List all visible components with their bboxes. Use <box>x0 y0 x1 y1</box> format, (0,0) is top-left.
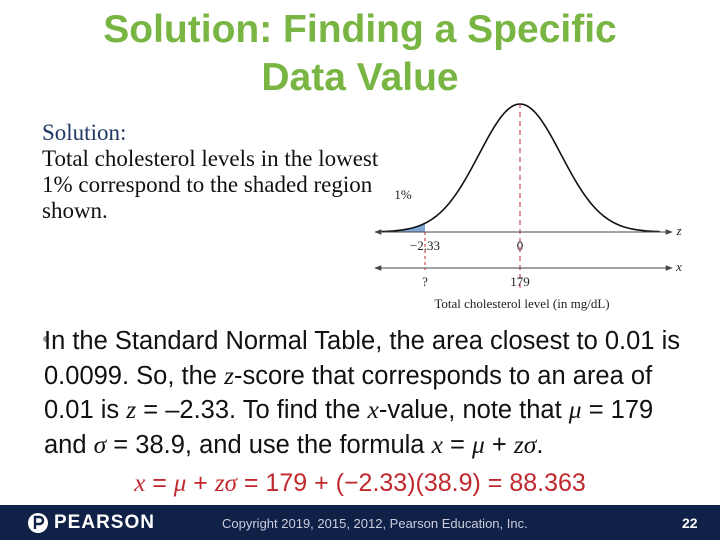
text-run: = –2.33. To find the <box>136 396 368 424</box>
text-run: In the Standard Normal Table, the area c… <box>44 327 680 390</box>
text-run: -score that corresponds to an area of 0.… <box>44 361 653 425</box>
math-run: μ <box>173 470 187 497</box>
brand: PEARSON <box>54 512 155 533</box>
math-run: zσ <box>513 429 537 459</box>
math-run: σ <box>93 429 107 459</box>
text-run: + <box>484 430 514 459</box>
intro-heading: Solution: <box>42 120 127 145</box>
title-line: Solution: Finding a Specific <box>103 8 617 51</box>
text-run: = 179 + (−2.33)(38.9) = 88.363 <box>236 469 586 497</box>
x-tick: 179 <box>510 274 530 289</box>
text-run: -value, note that <box>378 396 569 424</box>
title-line: Data Value <box>261 56 459 99</box>
formula: x = μ + zσ = 179 + (−2.33)(38.9) = 88.36… <box>0 469 720 498</box>
text-run: = 179 and <box>44 396 654 459</box>
z-tick: −2.33 <box>410 238 440 253</box>
text-run: . <box>536 430 544 459</box>
copyright: Copyright 2019, 2015, 2012, Pearson Educ… <box>222 516 528 531</box>
text-run: = <box>145 469 174 497</box>
page-number: 22 <box>682 515 698 531</box>
text-run: + <box>186 469 215 497</box>
normal-curve-figure: 1% z −2.33 0 x ? 179 Total cholesterol l… <box>374 103 682 311</box>
x-tick: ? <box>422 274 428 289</box>
math-run: x <box>134 470 146 497</box>
text-run: = 38.9, and use the formula <box>106 430 432 459</box>
area-label: 1% <box>394 187 412 202</box>
x-axis-label: x <box>675 259 682 274</box>
math-run: z <box>126 395 137 424</box>
footer: PEARSON Copyright 2019, 2015, 2012, Pear… <box>0 505 720 540</box>
math-run: z <box>224 360 234 390</box>
intro: Solution: Total cholesterol levels in th… <box>42 120 382 224</box>
math-run: x <box>367 395 379 424</box>
bullet-text: In the Standard Normal Table, the area c… <box>44 325 684 462</box>
z-axis-label: z <box>675 223 681 238</box>
math-run: μ <box>471 429 485 459</box>
math-run: x <box>431 429 443 459</box>
intro-text: Total cholesterol levels in the lowest 1… <box>42 146 379 223</box>
bullet-dot <box>43 336 49 342</box>
math-run: zσ <box>214 470 237 497</box>
figure-caption: Total cholesterol level (in mg/dL) <box>434 296 609 311</box>
logo-icon <box>28 513 48 533</box>
z-tick: 0 <box>517 238 524 253</box>
text-run: = <box>442 430 472 459</box>
math-run: μ <box>568 395 582 424</box>
